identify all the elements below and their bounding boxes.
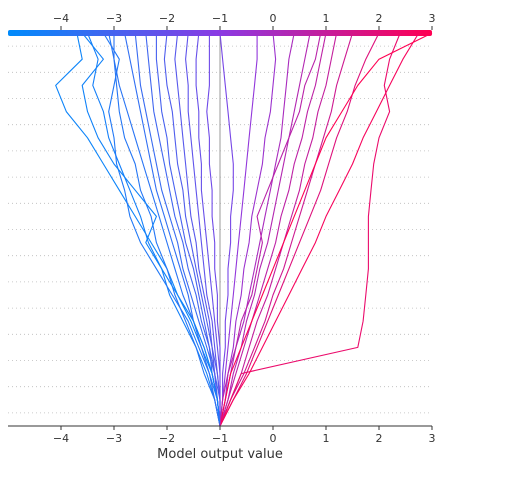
series-line-14 [206,33,221,426]
series-line-6 [124,32,221,427]
x-tick-label-top: −3 [106,12,122,25]
x-tick-label-top: −1 [212,12,228,25]
series-layer [55,32,433,427]
series-line-8 [145,32,221,427]
series-line-28 [219,32,322,427]
series-line-13 [195,32,221,426]
series-line-4 [108,32,221,427]
series-line-22 [219,32,354,427]
series-line-23 [219,32,380,427]
x-tick-label-bottom: 0 [270,432,277,445]
series-line-11 [174,32,221,427]
x-tick-label-bottom: −3 [106,432,122,445]
x-tick-label-top: −2 [159,12,175,25]
series-line-15 [219,32,234,427]
series-line-20 [219,32,327,427]
series-line-18 [219,32,295,427]
series-line-1 [55,32,221,427]
x-tick-label-bottom: −2 [159,432,175,445]
x-tick-label-top: −4 [53,12,69,25]
x-tick-label-bottom: −4 [53,432,69,445]
color-bar [8,30,432,36]
x-tick-label-bottom: 2 [376,432,383,445]
series-line-25 [219,32,420,427]
x-tick-label-top: 0 [270,12,277,25]
series-line-9 [155,33,221,427]
x-tick-label-top: 3 [429,12,436,25]
axis-layer: −4 −4 −3 −3 −2 −2 −1 −1 0 0 1 1 2 2 3 3 [8,12,436,445]
series-line-16 [219,33,258,427]
x-tick-label-top: 1 [323,12,330,25]
series-line-10 [163,32,221,426]
series-line-17 [219,32,277,427]
x-axis-label: Model output value [157,447,283,462]
x-tick-label-bottom: 1 [323,432,330,445]
x-tick-label-top: 2 [376,12,383,25]
x-tick-label-bottom: 3 [429,432,436,445]
series-line-26 [219,32,433,427]
series-line-24 [219,32,401,427]
series-line-12 [185,32,221,426]
x-tick-label-bottom: −1 [212,432,228,445]
series-line-2 [86,32,221,427]
series-line-21 [219,32,338,427]
series-line-27 [81,32,221,427]
series-line-3 [102,32,221,427]
series-line-19 [219,32,311,427]
